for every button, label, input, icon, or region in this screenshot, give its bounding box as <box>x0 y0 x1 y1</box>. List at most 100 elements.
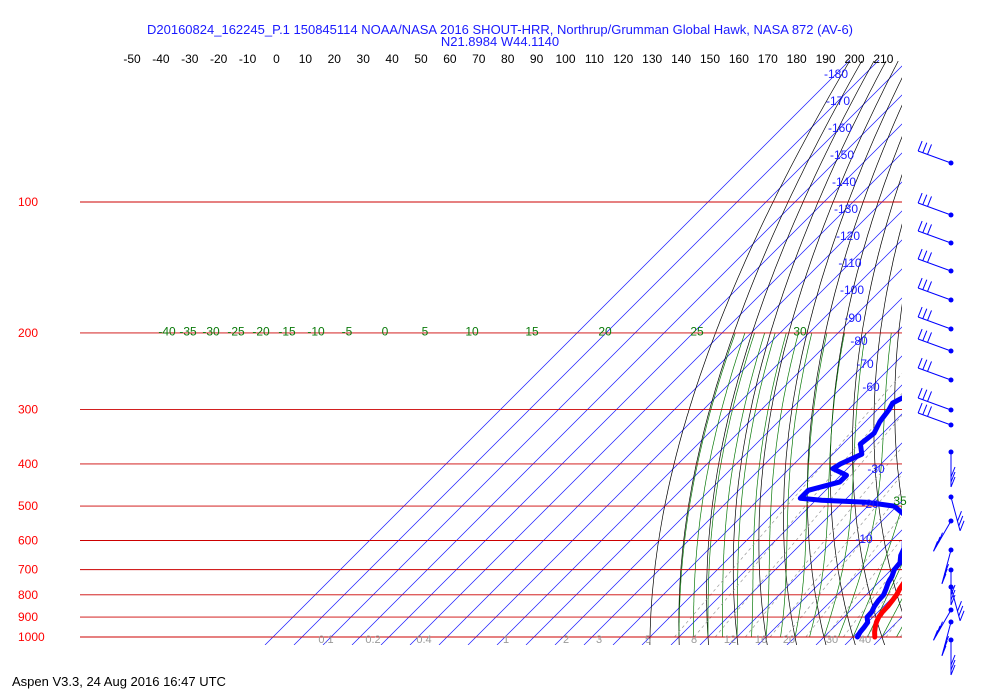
wind-barb <box>917 402 954 428</box>
top-temperature-tick: 150 <box>700 52 720 66</box>
moist-adiabat-label: -40 <box>158 325 176 339</box>
temperature-profile <box>872 580 902 640</box>
isotherm-line <box>496 239 902 645</box>
isotherm-label: -180 <box>824 67 848 81</box>
mixing-ratio-line <box>714 414 902 638</box>
top-temperature-tick: 170 <box>758 52 778 66</box>
isotherm-label: -120 <box>836 229 860 243</box>
moist-adiabat-label: 10 <box>465 325 479 339</box>
isotherm-line <box>641 384 902 645</box>
mixing-ratio-label: 0.1 <box>318 634 333 646</box>
isotherm-label: -30 <box>867 462 885 476</box>
isotherm-line <box>322 65 902 645</box>
dry-adiabat-line <box>732 60 887 645</box>
isotherm-label: -130 <box>834 202 858 216</box>
isobar-lines <box>80 201 902 638</box>
isotherm-label: -20 <box>861 497 879 511</box>
top-temperature-tick: 90 <box>530 52 544 66</box>
top-temperature-tick: 130 <box>642 52 662 66</box>
top-temperature-tick: 190 <box>816 52 836 66</box>
dry-adiabat-line <box>873 223 902 613</box>
mixing-ratio-line <box>843 559 902 638</box>
top-temperature-tick: -10 <box>239 52 257 66</box>
dry-adiabat-line <box>829 136 902 645</box>
mixing-ratio-line <box>745 446 902 638</box>
top-temperature-tick: 210 <box>873 52 893 66</box>
isotherm-label: -90 <box>844 311 862 325</box>
pressure-label: 700 <box>18 563 38 577</box>
moist-adiabat-line <box>678 332 736 637</box>
mixing-ratio-label: 20 <box>783 634 795 646</box>
dry-adiabat-line <box>758 60 899 645</box>
isotherm-line <box>380 123 902 645</box>
wind-barb <box>948 494 965 531</box>
top-temperature-tick: 20 <box>328 52 342 66</box>
isotherm-line <box>699 442 902 645</box>
isotherm-line <box>351 94 902 645</box>
top-temperature-tick: 100 <box>555 52 575 66</box>
isotherm-line <box>293 60 880 645</box>
top-temperature-tick: 110 <box>585 52 604 66</box>
mixing-ratio-label: 0.4 <box>416 634 431 646</box>
mixing-ratio-label: 16 <box>755 634 767 646</box>
dry-adiabat-line <box>706 60 875 645</box>
wind-barb <box>917 306 954 332</box>
isotherm-label: -100 <box>840 283 864 297</box>
isotherm-label: -60 <box>862 380 880 394</box>
isotherm-line <box>757 500 902 645</box>
dry-adiabat-line <box>852 173 902 645</box>
top-temperature-tick: 140 <box>671 52 691 66</box>
dry-adiabat-line <box>894 303 902 505</box>
top-temperature-tick: 180 <box>787 52 807 66</box>
dry-adiabat-line <box>806 104 902 645</box>
dewpoint-profile <box>797 395 902 640</box>
top-temperature-tick: -30 <box>181 52 199 66</box>
top-temperature-tick: 120 <box>613 52 633 66</box>
mixing-ratio-label: 30 <box>826 634 838 646</box>
pressure-label: 100 <box>18 195 38 209</box>
pressure-label: 200 <box>18 326 38 340</box>
mixing-ratio-line <box>856 575 902 638</box>
dry-adiabat-line <box>990 61 1000 645</box>
top-temperature-tick: 200 <box>844 52 864 66</box>
top-temperature-tick: -40 <box>152 52 170 66</box>
mixing-ratio-label: 0.2 <box>365 634 380 646</box>
mixing-ratio-label: 3 <box>596 634 602 646</box>
mixing-ratio-line <box>785 491 902 638</box>
pressure-label: 900 <box>18 610 38 624</box>
chart-location: N21.8984 W44.1140 <box>440 34 560 49</box>
moist-adiabat-label: 0 <box>382 325 389 339</box>
top-temperature-tick: -20 <box>210 52 228 66</box>
moist-adiabat-label: -30 <box>202 325 220 339</box>
isotherm-line <box>961 60 1000 645</box>
isotherm-label: -70 <box>856 357 874 371</box>
wind-barb <box>917 220 954 246</box>
pressure-label: 400 <box>18 457 38 471</box>
wind-barb <box>941 547 954 584</box>
pressure-label: 800 <box>18 588 38 602</box>
pressure-label: 300 <box>18 403 38 417</box>
wind-barb <box>948 584 965 621</box>
wind-barb <box>933 518 954 552</box>
dry-adiabat-lines <box>649 60 1000 645</box>
isotherm-label: -150 <box>830 148 854 162</box>
isotherm-lines <box>264 60 1000 645</box>
moist-adiabat-label: 15 <box>525 325 539 339</box>
moist-adiabat-label: -5 <box>342 325 353 339</box>
isotherm-line <box>438 181 902 645</box>
wind-barb <box>933 607 954 641</box>
sounding-profiles <box>797 395 902 640</box>
isotherm-line <box>932 60 1000 645</box>
mixing-ratio-label: 8 <box>691 634 697 646</box>
isotherm-line <box>670 413 902 645</box>
isotherm-line <box>554 297 902 645</box>
moist-adiabat-label: -15 <box>278 325 296 339</box>
isotherm-line <box>409 152 902 645</box>
wind-barb <box>917 277 954 303</box>
mixing-ratio-label: 40 <box>859 634 871 646</box>
dry-adiabat-line <box>678 60 863 645</box>
isotherm-line <box>525 268 902 645</box>
moist-adiabat-label: -20 <box>252 325 270 339</box>
top-temperature-tick: 50 <box>414 52 428 66</box>
top-temperature-tick: 0 <box>273 52 280 66</box>
